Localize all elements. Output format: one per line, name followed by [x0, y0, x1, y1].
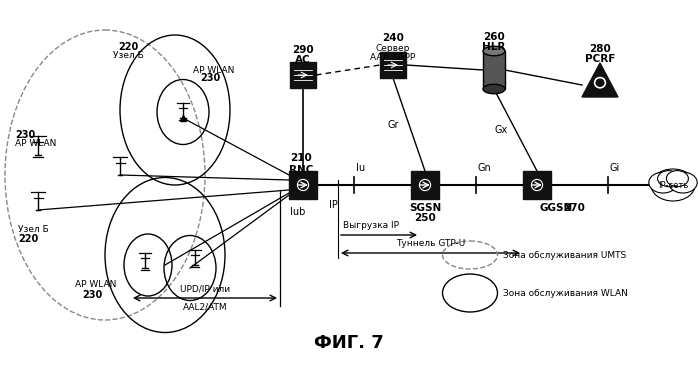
Text: AP WLAN: AP WLAN	[75, 280, 117, 289]
Text: ФИГ. 7: ФИГ. 7	[314, 334, 384, 352]
Text: 280: 280	[589, 44, 611, 54]
Text: Туннель GTP-U: Туннель GTP-U	[396, 239, 465, 248]
Text: SGSN: SGSN	[409, 203, 441, 213]
Text: GGSN: GGSN	[539, 203, 572, 213]
Ellipse shape	[667, 171, 688, 186]
Text: Выгрузка IP: Выгрузка IP	[343, 221, 399, 230]
Text: 260: 260	[483, 32, 505, 42]
Text: AP WLAN: AP WLAN	[15, 139, 57, 148]
Text: RNC: RNC	[289, 165, 313, 175]
Text: 230: 230	[200, 73, 221, 83]
Text: Gr: Gr	[387, 120, 399, 130]
Ellipse shape	[649, 172, 677, 193]
Text: HLR: HLR	[482, 42, 505, 52]
FancyBboxPatch shape	[289, 171, 317, 199]
Text: UPD/IP или: UPD/IP или	[180, 284, 230, 293]
Text: 220: 220	[118, 42, 138, 52]
FancyBboxPatch shape	[523, 171, 551, 199]
Ellipse shape	[669, 172, 697, 193]
Text: IP: IP	[329, 200, 337, 210]
Text: Узел Б: Узел Б	[18, 225, 49, 234]
Text: 230: 230	[82, 290, 102, 300]
Ellipse shape	[651, 169, 695, 201]
Text: Зона обслуживания WLAN: Зона обслуживания WLAN	[503, 288, 628, 298]
FancyBboxPatch shape	[483, 51, 505, 89]
Ellipse shape	[483, 46, 505, 56]
Polygon shape	[582, 63, 618, 97]
Text: AC: AC	[295, 55, 311, 65]
Text: Зона обслуживания UMTS: Зона обслуживания UMTS	[503, 251, 626, 259]
FancyBboxPatch shape	[380, 52, 406, 78]
Ellipse shape	[483, 84, 505, 94]
Text: 270: 270	[563, 203, 585, 213]
Text: 240: 240	[382, 33, 404, 43]
FancyBboxPatch shape	[290, 62, 316, 88]
Text: Gi: Gi	[609, 163, 620, 173]
Text: Gn: Gn	[478, 163, 492, 173]
Text: IP-сеть: IP-сеть	[658, 181, 688, 189]
Text: AAL2/ATM: AAL2/ATM	[183, 303, 228, 312]
FancyBboxPatch shape	[411, 171, 439, 199]
Ellipse shape	[658, 171, 680, 186]
Text: PCRF: PCRF	[585, 54, 615, 64]
Text: 230: 230	[15, 130, 36, 140]
Text: Iub: Iub	[290, 207, 306, 217]
Text: AP WLAN: AP WLAN	[193, 66, 235, 75]
Text: Iu: Iu	[356, 163, 365, 173]
Text: Сервер: Сервер	[376, 44, 410, 53]
Text: 220: 220	[18, 234, 38, 244]
Text: 210: 210	[290, 153, 312, 163]
Text: Узел Б: Узел Б	[112, 51, 143, 60]
Text: 250: 250	[414, 213, 436, 223]
Text: 290: 290	[292, 45, 314, 55]
Text: AAA 3GPP: AAA 3GPP	[371, 53, 415, 62]
Text: Gx: Gx	[494, 125, 507, 135]
